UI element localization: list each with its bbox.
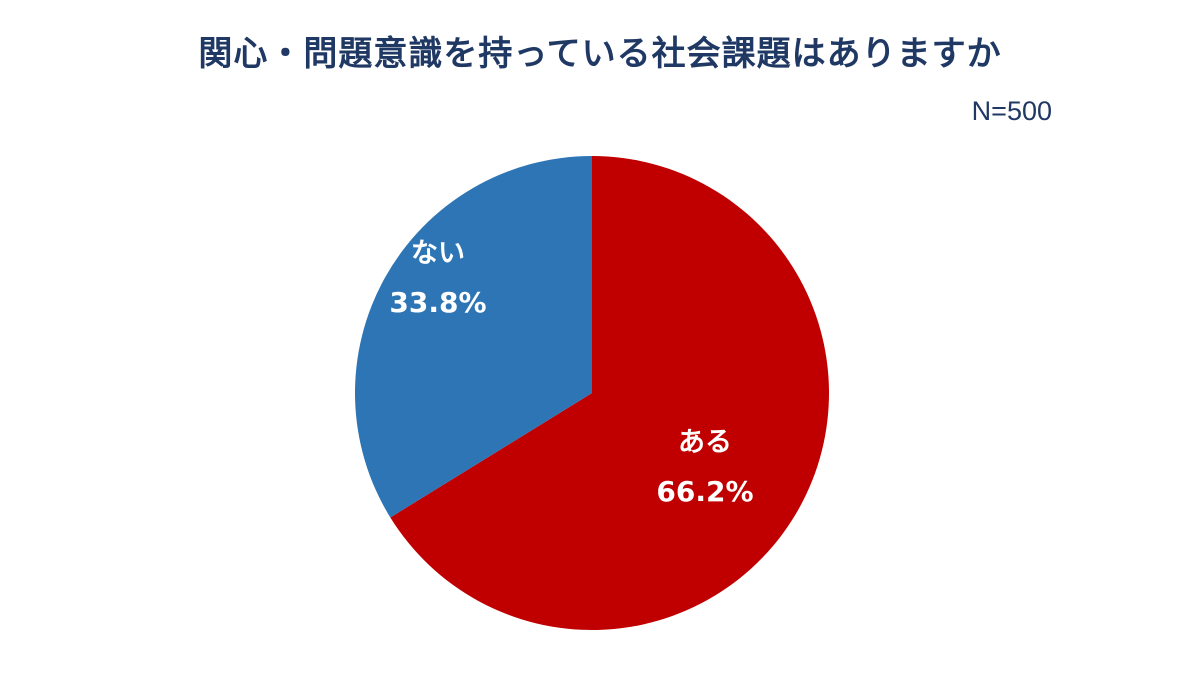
pie-labels: ある 66.2% ない 33.8% bbox=[389, 238, 753, 508]
pie-slice-aru bbox=[390, 156, 829, 630]
slice-value-label: 33.8% bbox=[389, 286, 486, 319]
pie-slices bbox=[354, 156, 829, 630]
slice-value-label: 66.2% bbox=[656, 475, 753, 508]
slice-name-label: ない bbox=[411, 238, 465, 269]
pie-slice-nai bbox=[354, 156, 592, 518]
slice-name-label: ある bbox=[678, 427, 732, 458]
chart-title: 関心・問題意識を持っている社会課題はありますか bbox=[198, 34, 1002, 74]
sample-size-label: N=500 bbox=[971, 96, 1052, 126]
